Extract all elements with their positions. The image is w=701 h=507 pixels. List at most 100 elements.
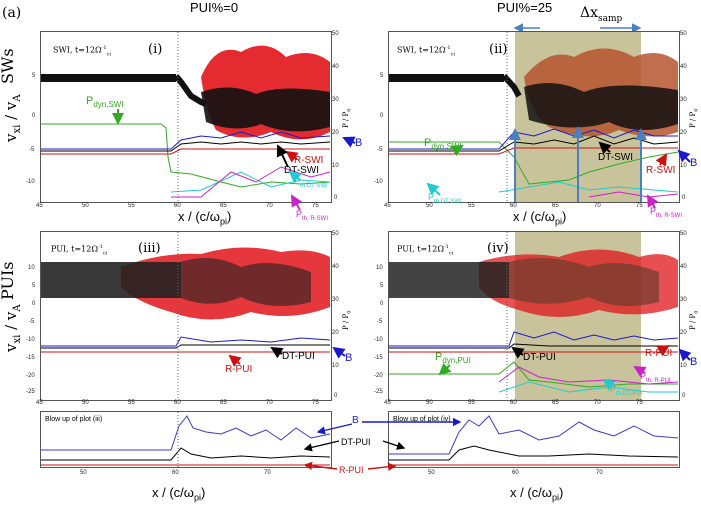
x-label-pre: x / (c/ω [510,485,552,500]
blowup-right: Blow up of plot (iv) [388,411,680,468]
pdyn-main: P [424,137,432,149]
y-label-sub-a: A [12,304,23,312]
x-ticks-i: 45 50 55 60 65 70 75 [36,203,330,211]
y-tick: 5 [380,283,384,289]
blowup-x-ticks-left: 50 60 70 [40,470,330,478]
x-tick: 50 [428,470,435,476]
x-label-sub: pi [551,492,559,503]
blowup-dt-pui-label: DT-PUI [341,437,371,447]
y-tick: 0 [32,301,36,307]
y-label-sub-a: A [12,94,23,102]
x-ticks-ii: 45 50 55 60 65 70 75 [384,203,678,211]
right-tick: 30 [680,297,687,303]
x-tick: 45 [36,400,43,406]
right-tick: 10 [332,363,339,369]
y-axis-label-bottom: vxi / vA [2,304,23,352]
right-axis-text: P / P [342,313,350,330]
panel-ii-roman: (ii) [489,42,508,57]
panel-i-roman: (i) [148,42,163,57]
blowup-left: Blow up of plot (iii) [40,411,332,468]
panel-i-tag-sub: ci [106,51,111,58]
panel-iii-roman: (iii) [138,241,161,256]
right-axis-sub: 0 [346,108,353,112]
right-tick: 50 [680,231,687,237]
x-tick: 45 [384,400,391,406]
right-tick: 40 [680,64,687,70]
right-tick: 20 [332,130,339,136]
y-tick: -5 [377,319,383,325]
right-tick: 20 [332,330,339,336]
pdyn-main: P [435,351,443,363]
x-label-post: ) [200,485,206,500]
delta-x-sub: samp [598,13,623,24]
y-axis-label-top: vxi / vA [2,94,23,142]
right-tick: 50 [332,31,339,37]
panel-iv-roman: (iv) [487,241,509,256]
panel-iv-tag: PUI, t=12Ω-1ci [397,244,453,256]
right-axis-label-i: P / P0 [342,108,353,128]
r-swi-label-i: R-SWI [294,155,324,166]
y-tick: -10 [26,337,35,343]
x-tick: 70 [596,470,603,476]
panel-iii: PUI, t=12Ω-1ci (iii) [40,231,332,401]
right-ticks-iv: 50 40 30 20 10 0 [680,231,692,399]
x-tick: 70 [594,203,601,209]
y-tick: 5 [32,283,36,289]
column-title-right: PUI%=25 [497,0,553,15]
panel-i-plot [41,32,331,202]
y-tick: -10 [374,179,383,185]
right-tick: 40 [680,264,687,270]
r-pui-label-iii: R-PUI [225,364,253,375]
x-label-post: ) [561,209,567,224]
y-label-v: v [2,343,20,352]
y-tick: 0 [32,113,36,119]
y-tick: 5 [32,73,36,79]
right-tick: 30 [332,97,339,103]
right-tick: 20 [680,130,687,136]
x-tick: 50 [80,470,87,476]
x-tick: 70 [264,470,271,476]
y-ticks-iii: 10 5 0 -5 -10 -15 -20 -25 [26,231,40,399]
y-tick: -5 [29,319,35,325]
right-axis-text: P / P [342,111,350,128]
y-tick: -20 [26,373,35,379]
pth-sub: th,DT-SWI [434,198,462,205]
b-label-ii: B [690,157,698,169]
x-axis-label-i: x / (c/ωpi) [178,210,231,227]
y-tick: -20 [374,373,383,379]
x-label-pre: x / (c/ω [152,485,194,500]
x-ticks-iii: 45 50 55 60 65 70 75 [36,400,330,408]
right-tick: 0 [334,393,338,399]
panel-ii-tag: SWI, t=12Ω-1ci [397,45,455,57]
panel-ii-plot [389,32,679,202]
x-axis-label-ii: x / (c/ωpi) [513,210,566,227]
x-tick: 55 [128,203,135,209]
pth-sub: th, R-SWI [302,215,329,222]
panel-iv-tag-text: PUI, t=12Ω [397,244,444,254]
y-label-sub: xi [12,124,23,134]
y-tick: 5 [380,73,384,79]
x-tick: 50 [426,203,433,209]
panel-iv: PUI, t=12Ω-1ci (iv) [388,231,680,401]
right-axis-sub: 0 [693,310,700,314]
pth-sub: th,DT-SWI [300,182,328,189]
blowup-r-pui-label: R-PUI [339,465,364,475]
panel-i-tag-text: SWI, t=12Ω [53,45,102,55]
panel-ii: SWI, t=12Ω-1ci (ii) [388,31,680,203]
x-tick: 60 [510,203,517,209]
pdyn-swi-label-i: Pdyn,SWI [86,95,124,109]
panel-iv-plot [389,232,679,400]
x-tick: 75 [636,400,643,406]
y-tick: -5 [29,147,35,153]
x-label-post: ) [226,209,232,224]
y-tick: -25 [26,389,35,395]
panel-iii-plot [41,232,331,400]
y-label-v: v [2,133,20,142]
column-title-left: PUI%=0 [190,0,239,15]
x-tick: 70 [266,203,273,209]
dt-swi-label-ii: DT-SWI [598,152,633,163]
right-tick: 0 [682,393,686,399]
b-label-iii: B [345,352,353,364]
pth-main: P [650,206,657,216]
row-label-puis: PUIs [0,261,17,301]
